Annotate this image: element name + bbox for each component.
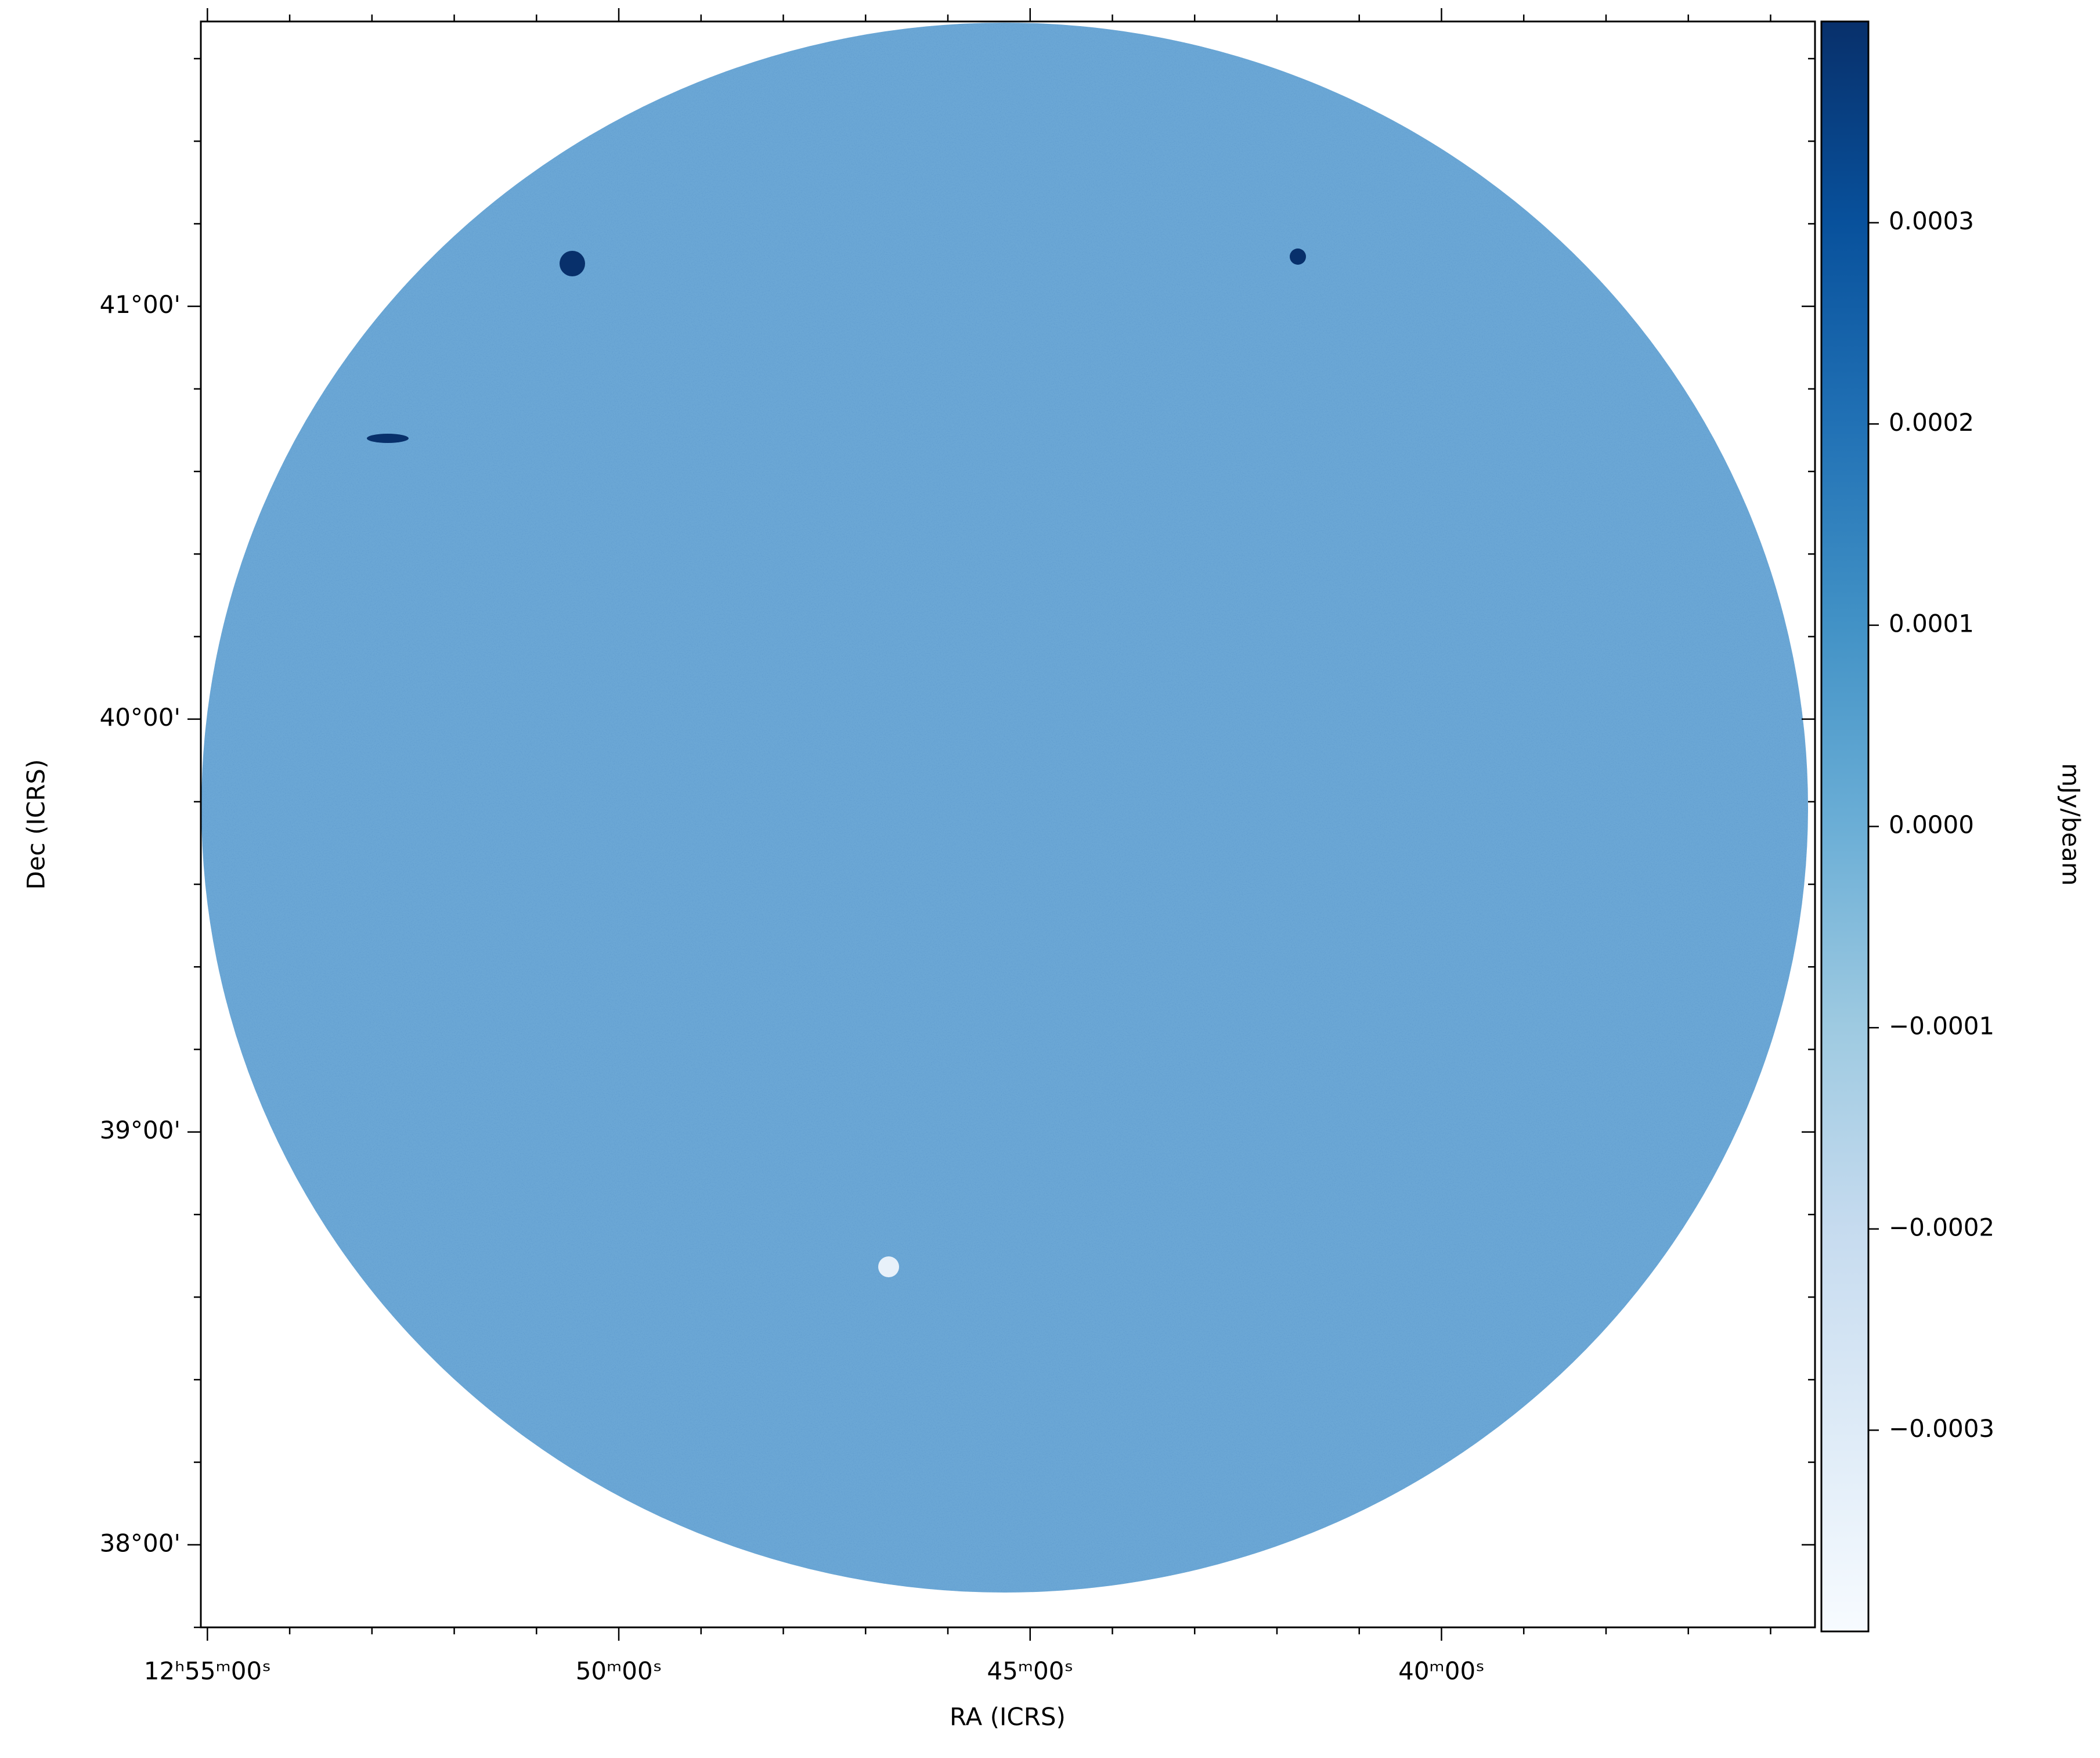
colorbar-tick-label: 0.0003: [1889, 207, 1974, 235]
x-tick-label: 50ᵐ00ˢ: [576, 1657, 662, 1685]
y-tick-label: 40°00': [100, 703, 181, 732]
y-tick-label: 39°00': [100, 1116, 181, 1144]
colorbar-tick-label: −0.0001: [1889, 1012, 1994, 1040]
y-tick-label: 38°00': [100, 1529, 181, 1557]
extended-source: [560, 251, 585, 276]
extended-source: [367, 434, 409, 443]
extended-source: [1290, 248, 1306, 265]
map-noise: [201, 23, 1808, 1593]
colorbar-tick-label: 0.0000: [1889, 810, 1974, 839]
x-axis-label: RA (ICRS): [950, 1703, 1066, 1731]
colorbar-tick-label: −0.0003: [1889, 1414, 1994, 1443]
x-tick-label: 45ᵐ00ˢ: [987, 1657, 1073, 1685]
colorbar-tick-label: 0.0001: [1889, 609, 1974, 637]
bright-source: [878, 1256, 899, 1277]
colorbar: [1820, 20, 1870, 1633]
x-tick-label: 40ᵐ00ˢ: [1398, 1657, 1485, 1685]
colorbar-label: mJy/beam: [2057, 763, 2085, 885]
sky-map: [201, 23, 1808, 1593]
y-axis-label: Dec (ICRS): [22, 759, 50, 890]
colorbar-tick-label: −0.0002: [1889, 1213, 1994, 1241]
colorbar-tick-label: 0.0002: [1889, 408, 1974, 437]
y-tick-label: 41°00': [100, 290, 181, 319]
x-tick-label: 12ʰ55ᵐ00ˢ: [144, 1657, 271, 1685]
plot-frame: [200, 20, 1816, 1629]
